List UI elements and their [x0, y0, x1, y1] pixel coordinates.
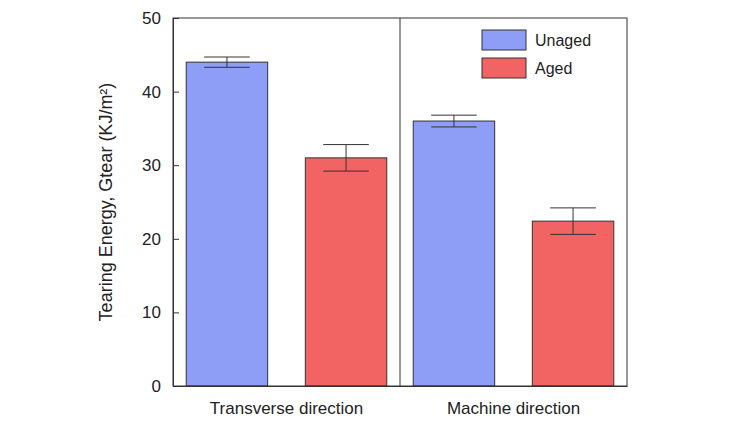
y-tick: 20	[142, 230, 179, 249]
chart-svg: 0 10 20 30 40 50 Transverse direction Machine d…	[0, 0, 740, 435]
legend-label: Aged	[535, 60, 572, 77]
error-cap	[550, 207, 596, 208]
error-bar	[204, 57, 250, 67]
plot: 0 10 20 30 40 50 Transverse direction Machine d…	[142, 9, 627, 418]
x-tick-label: Transverse direction	[210, 399, 363, 418]
error-cap	[323, 144, 369, 145]
bar	[186, 62, 267, 386]
bar	[413, 121, 494, 386]
y-tick-label: 40	[142, 83, 161, 102]
y-tick-label: 0	[152, 377, 161, 396]
x-tick: Machine direction	[447, 399, 580, 418]
y-tick-label: 50	[142, 9, 161, 28]
bar	[532, 221, 613, 386]
error-cap	[550, 234, 596, 235]
error-stem	[226, 57, 227, 67]
legend-item: Unaged	[482, 30, 591, 50]
error-bar	[431, 115, 477, 127]
y-tick-mark	[173, 92, 179, 93]
legend-swatch	[482, 30, 526, 50]
error-cap	[431, 126, 477, 127]
error-stem	[573, 208, 574, 234]
error-bar	[550, 208, 596, 234]
error-cap	[431, 115, 477, 116]
y-tick-label: 20	[142, 230, 161, 249]
chart-container: 0 10 20 30 40 50 Transverse direction Machine d…	[0, 0, 740, 435]
x-tick-label: Machine direction	[447, 399, 580, 418]
x-axis: Transverse direction Machine direction	[174, 387, 628, 419]
y-tick: 30	[142, 156, 179, 175]
plot-frame	[173, 18, 627, 386]
error-stem	[346, 145, 347, 171]
error-stem	[453, 115, 454, 127]
y-axis: 0 10 20 30 40 50	[142, 9, 179, 396]
y-tick-mark	[173, 18, 179, 19]
group-divider	[400, 18, 401, 386]
error-cap	[323, 171, 369, 172]
y-axis-line	[173, 19, 174, 387]
y-tick-label: 30	[142, 156, 161, 175]
x-tick: Transverse direction	[210, 399, 363, 418]
y-tick-label: 10	[142, 303, 161, 322]
error-cap	[204, 57, 250, 58]
y-tick: 50	[142, 9, 179, 28]
x-axis-line	[174, 386, 628, 387]
legend-item: Aged	[482, 58, 572, 78]
error-cap	[204, 67, 250, 68]
y-tick: 40	[142, 83, 179, 102]
y-tick-mark	[173, 165, 179, 166]
legend-swatch	[482, 58, 526, 78]
legend: Unaged Aged	[482, 30, 591, 78]
y-tick-mark	[173, 312, 179, 313]
y-axis-title: Tearing Energy, Gtear (KJ/m²)	[96, 83, 116, 322]
y-tick-mark	[173, 239, 179, 240]
bar	[305, 158, 386, 386]
legend-label: Unaged	[535, 32, 591, 49]
error-bar	[323, 145, 369, 171]
y-tick: 10	[142, 303, 179, 322]
